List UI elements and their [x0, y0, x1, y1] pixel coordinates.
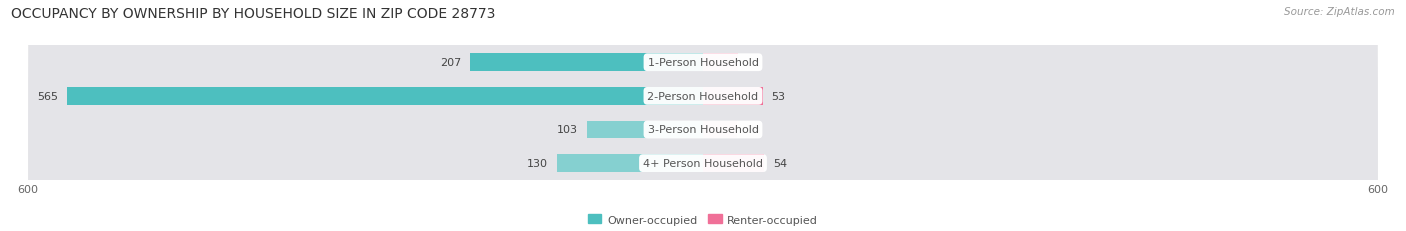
- Bar: [588, 121, 703, 139]
- Text: 30: 30: [745, 125, 759, 135]
- Text: 4+ Person Household: 4+ Person Household: [643, 158, 763, 168]
- Bar: [703, 88, 762, 105]
- Text: 565: 565: [38, 91, 59, 101]
- Bar: [703, 121, 737, 139]
- FancyBboxPatch shape: [28, 0, 1378, 231]
- FancyBboxPatch shape: [28, 0, 1378, 231]
- FancyBboxPatch shape: [28, 0, 1378, 231]
- Bar: [557, 155, 703, 172]
- FancyBboxPatch shape: [28, 0, 1378, 231]
- Bar: [703, 155, 763, 172]
- Text: 54: 54: [773, 158, 787, 168]
- Text: 130: 130: [527, 158, 548, 168]
- Text: 53: 53: [772, 91, 786, 101]
- Bar: [703, 54, 738, 72]
- Text: 1-Person Household: 1-Person Household: [648, 58, 758, 68]
- Text: OCCUPANCY BY OWNERSHIP BY HOUSEHOLD SIZE IN ZIP CODE 28773: OCCUPANCY BY OWNERSHIP BY HOUSEHOLD SIZE…: [11, 7, 496, 21]
- Text: Source: ZipAtlas.com: Source: ZipAtlas.com: [1284, 7, 1395, 17]
- Text: 2-Person Household: 2-Person Household: [647, 91, 759, 101]
- Legend: Owner-occupied, Renter-occupied: Owner-occupied, Renter-occupied: [583, 210, 823, 229]
- Bar: [470, 54, 703, 72]
- Text: 31: 31: [747, 58, 761, 68]
- Text: 207: 207: [440, 58, 461, 68]
- Text: 103: 103: [557, 125, 578, 135]
- Bar: [67, 88, 703, 105]
- Text: 3-Person Household: 3-Person Household: [648, 125, 758, 135]
